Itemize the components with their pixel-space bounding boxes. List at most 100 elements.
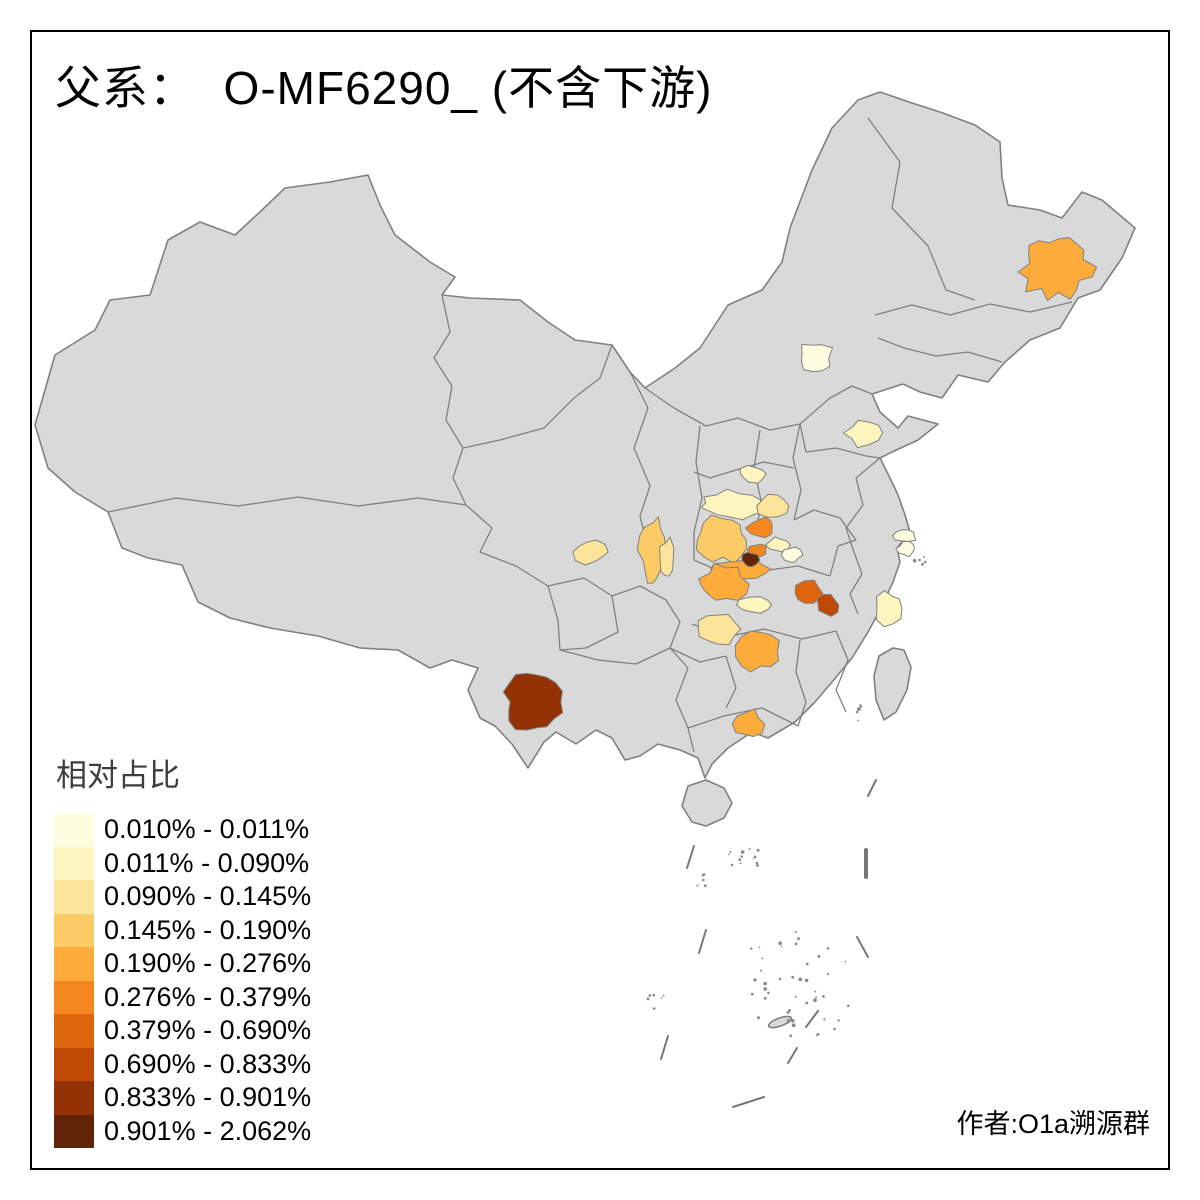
legend-swatch (54, 880, 94, 914)
islet-dot (823, 996, 825, 998)
legend-item-10: 0.901% - 2.062% (54, 1114, 312, 1148)
islet-dot (794, 942, 798, 946)
islet-dot (739, 862, 742, 865)
legend-range-label: 0.145% - 0.190% (104, 914, 312, 945)
islet-dot (728, 853, 730, 856)
islet-dot (748, 848, 751, 851)
sea-boundary-dash (732, 1096, 765, 1108)
region-hubei-west (697, 613, 742, 646)
islet-dot (750, 992, 754, 996)
legend-swatch (54, 1081, 94, 1115)
legend-item-1: 0.010% - 0.011% (54, 813, 311, 847)
islet-dot (912, 558, 917, 563)
islet-dot (752, 857, 755, 860)
islet-dot (798, 977, 803, 982)
legend-range-label: 0.010% - 0.011% (104, 814, 310, 845)
islet-dot (813, 998, 817, 1003)
legend-swatch (54, 980, 94, 1014)
small-islet (767, 1015, 793, 1029)
islet-dot (789, 1034, 793, 1038)
region-dark-center (741, 551, 761, 568)
region-hubei-center (736, 596, 773, 614)
islet-dot (826, 972, 830, 976)
province-borders (107, 117, 1073, 753)
legend-range-label: 0.901% - 2.062% (104, 1115, 312, 1146)
islet-dot (702, 878, 705, 882)
islet-dot (922, 556, 925, 558)
sea-boundary-dash (856, 936, 869, 958)
islet-dot (817, 954, 821, 958)
islet-dot (847, 1004, 850, 1008)
islet-dot (753, 978, 757, 982)
islet-dot (703, 884, 707, 888)
islet-dot (788, 1009, 791, 1012)
islet-dot (696, 884, 699, 887)
islet-dot (740, 855, 743, 858)
region-jiangsu-shanghai-1 (892, 529, 917, 542)
islet-dot (791, 1023, 796, 1028)
region-beijing (801, 344, 834, 373)
islet-dot (857, 707, 861, 711)
islet-dot (652, 993, 655, 997)
sea-boundary-dash (787, 1047, 798, 1064)
sea-boundary-dash (805, 1010, 819, 1028)
islet-dot (805, 962, 809, 966)
legend-swatch (54, 1047, 94, 1081)
islet-dot (786, 1018, 791, 1023)
legend-item-6: 0.276% - 0.379% (54, 980, 312, 1014)
islet-dot (797, 937, 800, 941)
islet-dot (778, 941, 782, 945)
islet-dot (662, 994, 665, 997)
region-hubei-east (794, 579, 824, 604)
sea-boundary-dash (867, 779, 877, 797)
islet-dot (815, 996, 817, 999)
legend-swatch (54, 1114, 94, 1148)
islet-dot (750, 947, 753, 950)
legend-range-label: 0.690% - 0.833% (104, 1048, 312, 1079)
region-hunan (734, 630, 780, 673)
islet-dot (778, 977, 782, 981)
legend-range-label: 0.379% - 0.690% (104, 1015, 312, 1046)
region-zhejiang-coastal (875, 590, 903, 628)
islet-dot (837, 1019, 840, 1022)
legend-range-label: 0.190% - 0.276% (104, 948, 312, 979)
region-shandong-south (842, 419, 884, 449)
legend-range-label: 0.276% - 0.379% (104, 981, 312, 1012)
attribution: 作者:O1a溯源群 (956, 1109, 1150, 1139)
islet-dot (759, 969, 762, 972)
islet-dot (786, 1010, 790, 1014)
islet-dot (823, 1018, 826, 1021)
legend-range-label: 0.090% - 0.145% (104, 881, 312, 912)
legend-item-2: 0.011% - 0.090% (54, 846, 311, 880)
legend-swatch (54, 913, 94, 947)
islet-dot (729, 851, 732, 853)
legend-title: 相对占比 (56, 758, 180, 793)
islet-dot (794, 995, 797, 998)
islet-dot (859, 705, 863, 708)
islet-dot (701, 873, 705, 877)
legend-rows: 0.010% - 0.011% 0.011% - 0.090% 0.090% - 0… (54, 813, 311, 1148)
islet-dot (730, 863, 734, 867)
page-title: 父系： O-MF6290_ (不含下游) (55, 62, 713, 114)
islet-dot (791, 975, 795, 979)
islet-dot (816, 1032, 820, 1036)
highlighted-regions (502, 237, 1098, 738)
islet-dot (763, 996, 767, 1000)
islet-dot (804, 978, 809, 983)
islet-dot (918, 558, 921, 562)
region-yunnan-southwest (502, 672, 564, 731)
region-heilongjiang (1017, 237, 1098, 302)
islet-dot (652, 1007, 656, 1010)
region-sichuan-east-2 (659, 536, 675, 577)
legend-range-label: 0.011% - 0.090% (104, 847, 310, 878)
islet-dot (738, 858, 742, 862)
legend-range-label: 0.833% - 0.901% (104, 1082, 312, 1113)
legend: 相对占比 0.010% - 0.011% 0.011% - 0.090% 0.090… (54, 750, 311, 1148)
legend-item-9: 0.833% - 0.901% (54, 1081, 311, 1115)
legend-item-5: 0.190% - 0.276% (54, 947, 311, 981)
legend-swatch (54, 1014, 94, 1048)
region-henan-center (756, 493, 790, 518)
islet-dot (646, 997, 650, 1001)
islet-dot (794, 931, 797, 934)
islet-dot (814, 990, 817, 993)
